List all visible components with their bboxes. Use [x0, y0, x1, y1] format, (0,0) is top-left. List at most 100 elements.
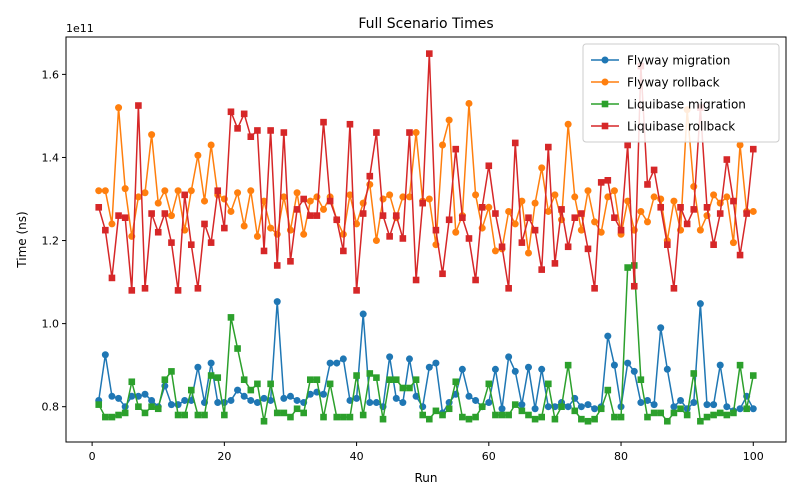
- liquibase-rollback-point: [538, 266, 546, 273]
- legend-label-flyway-rollback: Flyway rollback: [627, 76, 720, 90]
- liquibase-migration-point: [174, 411, 182, 419]
- liquibase-rollback-point: [670, 285, 678, 292]
- liquibase-migration-point: [102, 413, 109, 421]
- liquibase-rollback-point: [505, 285, 512, 292]
- flyway-migration-point: [703, 401, 711, 409]
- liquibase-rollback-point: [406, 129, 413, 136]
- liquibase-rollback-point: [108, 274, 116, 282]
- flyway-migration-point: [253, 399, 261, 407]
- liquibase-rollback-point: [710, 241, 717, 248]
- liquibase-rollback-point: [511, 139, 519, 147]
- liquibase-rollback-point: [749, 145, 757, 153]
- flyway-migration-point: [214, 399, 222, 407]
- flyway-rollback-point: [670, 197, 678, 205]
- liquibase-migration-point: [492, 411, 499, 419]
- liquibase-migration-point: [472, 413, 479, 421]
- liquibase-migration-point: [743, 405, 750, 413]
- liquibase-rollback-point: [730, 197, 737, 205]
- flyway-rollback-point: [320, 205, 328, 213]
- liquibase-migration-point: [749, 372, 757, 379]
- liquibase-migration-point: [135, 403, 142, 410]
- liquibase-rollback-point: [240, 110, 248, 118]
- flyway-migration-series: [95, 298, 757, 417]
- flyway-rollback-point: [604, 193, 612, 201]
- liquibase-migration-point: [214, 374, 222, 381]
- flyway-migration-point: [234, 386, 242, 394]
- flyway-migration-point: [267, 396, 275, 404]
- liquibase-rollback-point: [379, 212, 387, 219]
- flyway-migration-point: [386, 353, 394, 361]
- liquibase-rollback-point: [102, 226, 109, 234]
- liquibase-migration-point: [154, 405, 162, 413]
- flyway-rollback-point: [591, 218, 599, 226]
- liquibase-migration-point: [320, 413, 327, 421]
- liquibase-rollback-point: [207, 239, 215, 246]
- flyway-rollback-point: [386, 191, 394, 199]
- flyway-rollback-point: [643, 218, 651, 226]
- liquibase-migration-point: [604, 386, 612, 394]
- y-tick-label: 1.2: [42, 235, 60, 248]
- flyway-rollback-point: [544, 207, 552, 215]
- liquibase-rollback-point: [478, 204, 486, 211]
- flyway-rollback-point: [161, 187, 169, 195]
- flyway-migration-point: [624, 359, 632, 367]
- liquibase-rollback-point: [234, 125, 241, 132]
- flyway-migration-point: [577, 403, 585, 411]
- flyway-migration-point: [101, 351, 109, 359]
- liquibase-rollback-point: [657, 204, 665, 211]
- liquibase-rollback-point: [313, 212, 321, 219]
- liquibase-migration-point: [465, 415, 473, 423]
- flyway-migration-point: [472, 396, 480, 404]
- liquibase-rollback-point: [597, 179, 605, 186]
- liquibase-rollback-point: [445, 216, 453, 224]
- liquibase-migration-point: [247, 386, 255, 394]
- flyway-rollback-point: [465, 99, 473, 107]
- liquibase-migration-point: [161, 376, 169, 383]
- flyway-rollback-point: [339, 230, 347, 238]
- liquibase-rollback-point: [300, 195, 307, 203]
- liquibase-rollback-point: [465, 235, 473, 242]
- flyway-migration-point: [227, 396, 235, 404]
- liquibase-migration-point: [617, 413, 625, 421]
- flyway-rollback-point: [472, 191, 480, 199]
- flyway-migration-point: [749, 405, 757, 413]
- liquibase-migration-point: [531, 415, 539, 423]
- liquibase-migration-point: [591, 415, 598, 423]
- flyway-migration-point: [690, 399, 698, 407]
- flyway-rollback-point: [194, 151, 202, 159]
- liquibase-migration-point: [121, 409, 129, 417]
- liquibase-migration-point: [313, 376, 321, 383]
- liquibase-rollback-point: [611, 214, 618, 221]
- liquibase-migration-point: [551, 415, 559, 423]
- flyway-migration-point: [716, 361, 724, 369]
- liquibase-migration-point: [683, 411, 691, 419]
- flyway-rollback-point: [564, 120, 572, 128]
- flyway-migration-point: [392, 394, 400, 402]
- flyway-rollback-point: [690, 183, 698, 191]
- flyway-rollback-point: [306, 197, 314, 205]
- y-offset-label: 1e11: [66, 22, 94, 35]
- liquibase-migration-point: [108, 413, 116, 421]
- x-tick-label: 60: [482, 450, 496, 463]
- liquibase-rollback-point: [201, 220, 208, 228]
- flyway-migration-point: [280, 394, 288, 402]
- liquibase-rollback-point: [273, 262, 281, 269]
- liquibase-migration-point: [366, 370, 374, 377]
- liquibase-migration-point: [730, 409, 737, 417]
- liquibase-migration-point: [306, 376, 314, 383]
- flyway-migration-point: [293, 396, 301, 404]
- liquibase-rollback-point: [604, 177, 612, 184]
- liquibase-migration-point: [538, 413, 546, 421]
- liquibase-migration-point: [624, 264, 631, 271]
- liquibase-migration-point: [392, 376, 400, 383]
- flyway-migration-point: [141, 390, 149, 398]
- liquibase-rollback-point: [644, 181, 651, 188]
- liquibase-rollback-point: [187, 241, 195, 248]
- flyway-migration-point: [491, 365, 499, 373]
- flyway-migration-point: [610, 361, 618, 369]
- flyway-rollback-point: [379, 195, 387, 203]
- liquibase-migration-point: [399, 384, 407, 392]
- flyway-migration-point: [518, 401, 526, 409]
- flyway-migration-point: [128, 392, 136, 400]
- flyway-migration-point: [353, 394, 361, 402]
